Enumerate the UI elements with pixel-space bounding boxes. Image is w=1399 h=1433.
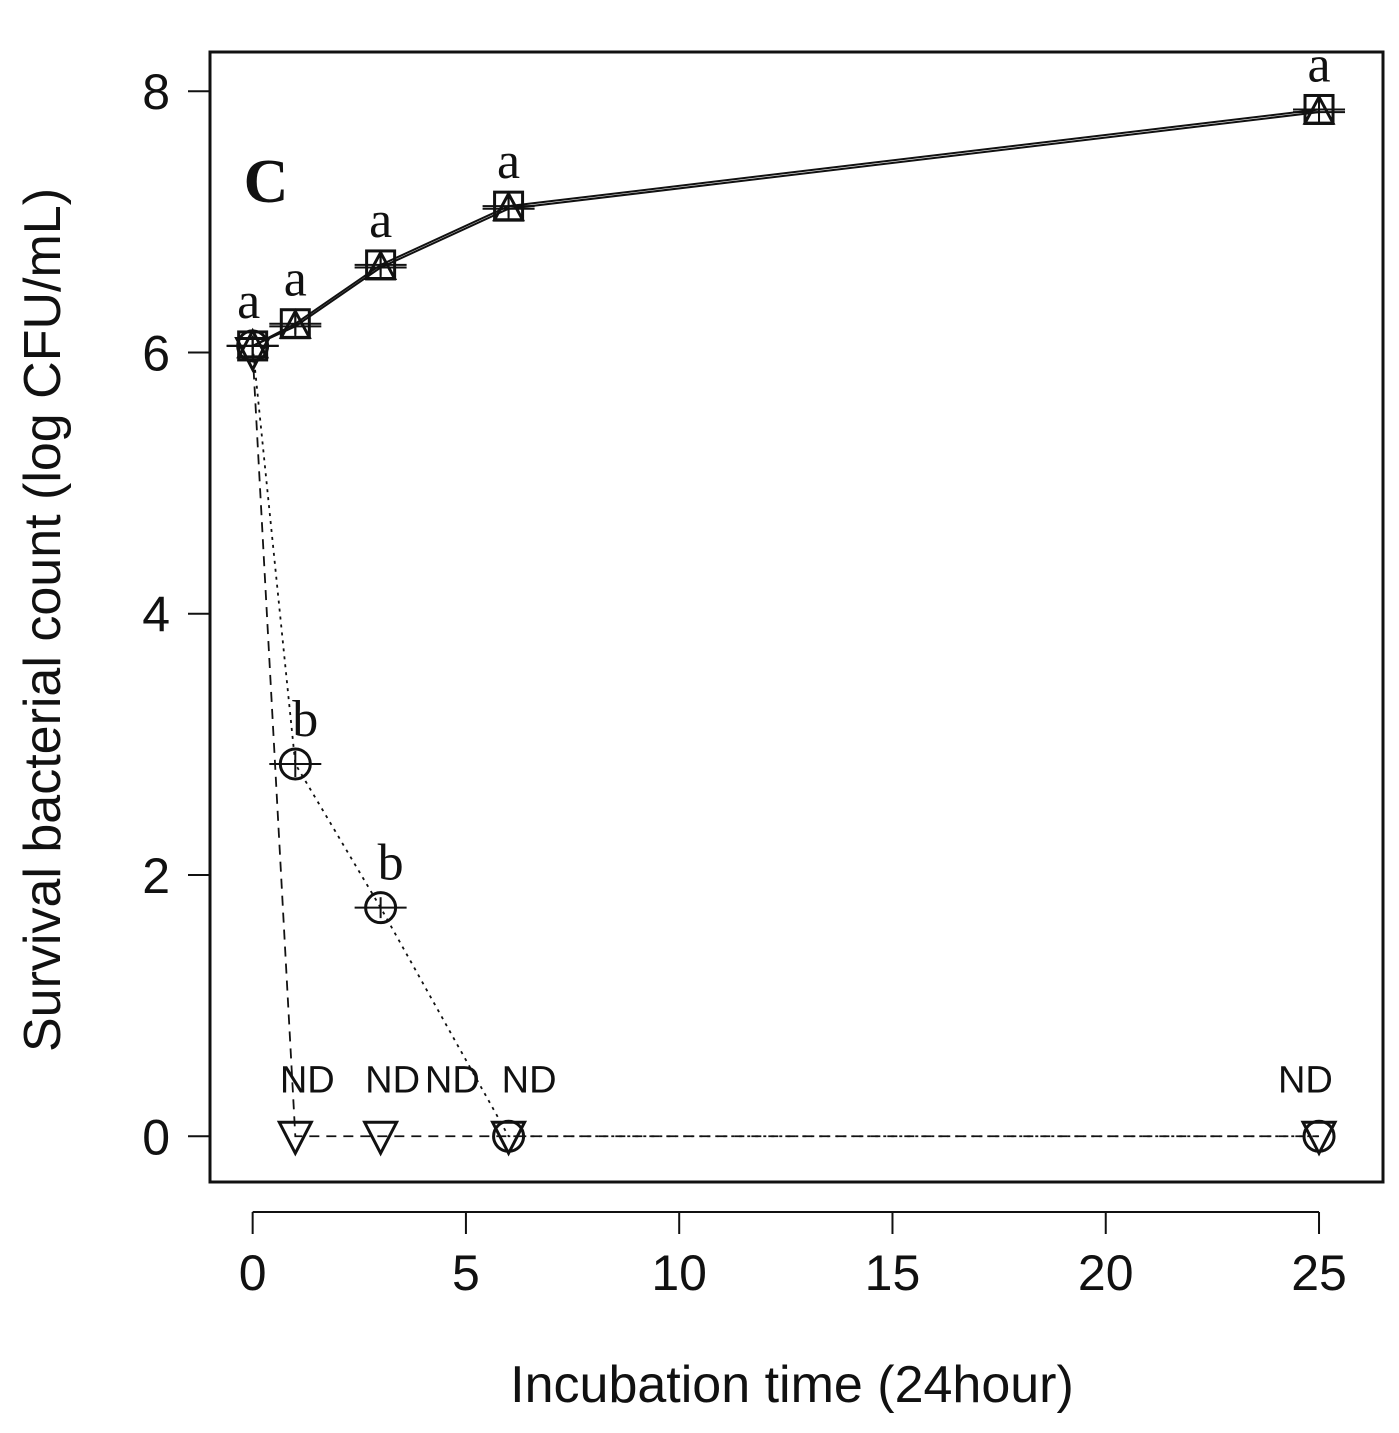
marker-triangle-4 [1302,93,1336,125]
marker-circle-2 [364,891,398,925]
marker-triangle-3 [492,190,526,222]
annotation-letter-5: b [292,691,318,748]
series-line-down-triangle [251,352,1320,1138]
y-axis-title: Survival bacterial count (log CFU/mL) [14,188,72,1052]
annotation-letter-3: a [497,133,520,190]
x-axis: 0 5 10 15 20 25 [239,1211,1347,1301]
y-tick-label-4: 8 [142,64,170,120]
marker-circle-1 [278,747,312,781]
annotation-letter-6: b [378,835,404,892]
x-tick-label-4: 20 [1078,1245,1134,1301]
marker-circle-0 [236,329,270,363]
annotation-nd-7: ND [280,1059,335,1101]
x-tick-label-1: 5 [452,1245,480,1301]
marker-down-triangle-3 [490,1120,528,1157]
y-tick-label-1: 2 [142,848,170,904]
series-line-circle [251,345,1320,1138]
series-line-triangle [252,111,1320,347]
series-line-square [252,108,1320,347]
series-lines [251,108,1320,1138]
x-tick-label-2: 10 [651,1245,707,1301]
data-markers [234,93,1338,1157]
x-tick-label-0: 0 [239,1245,267,1301]
annotation-letter-1: a [284,251,307,308]
marker-down-triangle-0 [234,336,272,373]
annotation-letter-4: a [1307,36,1330,93]
error-bars [226,99,1346,919]
x-axis-title: Incubation time (24hour) [510,1356,1074,1414]
y-axis: 0 2 4 6 8 [142,64,211,1165]
y-tick-label-2: 4 [142,587,170,643]
annotation-nd-11: ND [1278,1059,1333,1101]
marker-triangle-2 [364,249,398,281]
marker-triangle-0 [236,327,270,359]
panel-label: C [244,148,289,216]
marker-down-triangle-4 [1300,1120,1338,1157]
annotation-letter-2: a [369,192,392,249]
x-tick-label-3: 15 [865,1245,921,1301]
y-tick-label-0: 0 [142,1109,170,1165]
x-tick-label-5: 25 [1291,1245,1347,1301]
marker-triangle-1 [278,308,312,339]
annotation-nd-8: ND [365,1059,420,1101]
y-tick-label-3: 6 [142,325,170,381]
annotation-nd-10: ND [502,1059,557,1101]
annotation-nd-9: ND [425,1059,480,1101]
marker-down-triangle-2 [362,1120,400,1157]
annotation-letter-0: a [237,273,260,330]
marker-down-triangle-1 [276,1120,314,1157]
